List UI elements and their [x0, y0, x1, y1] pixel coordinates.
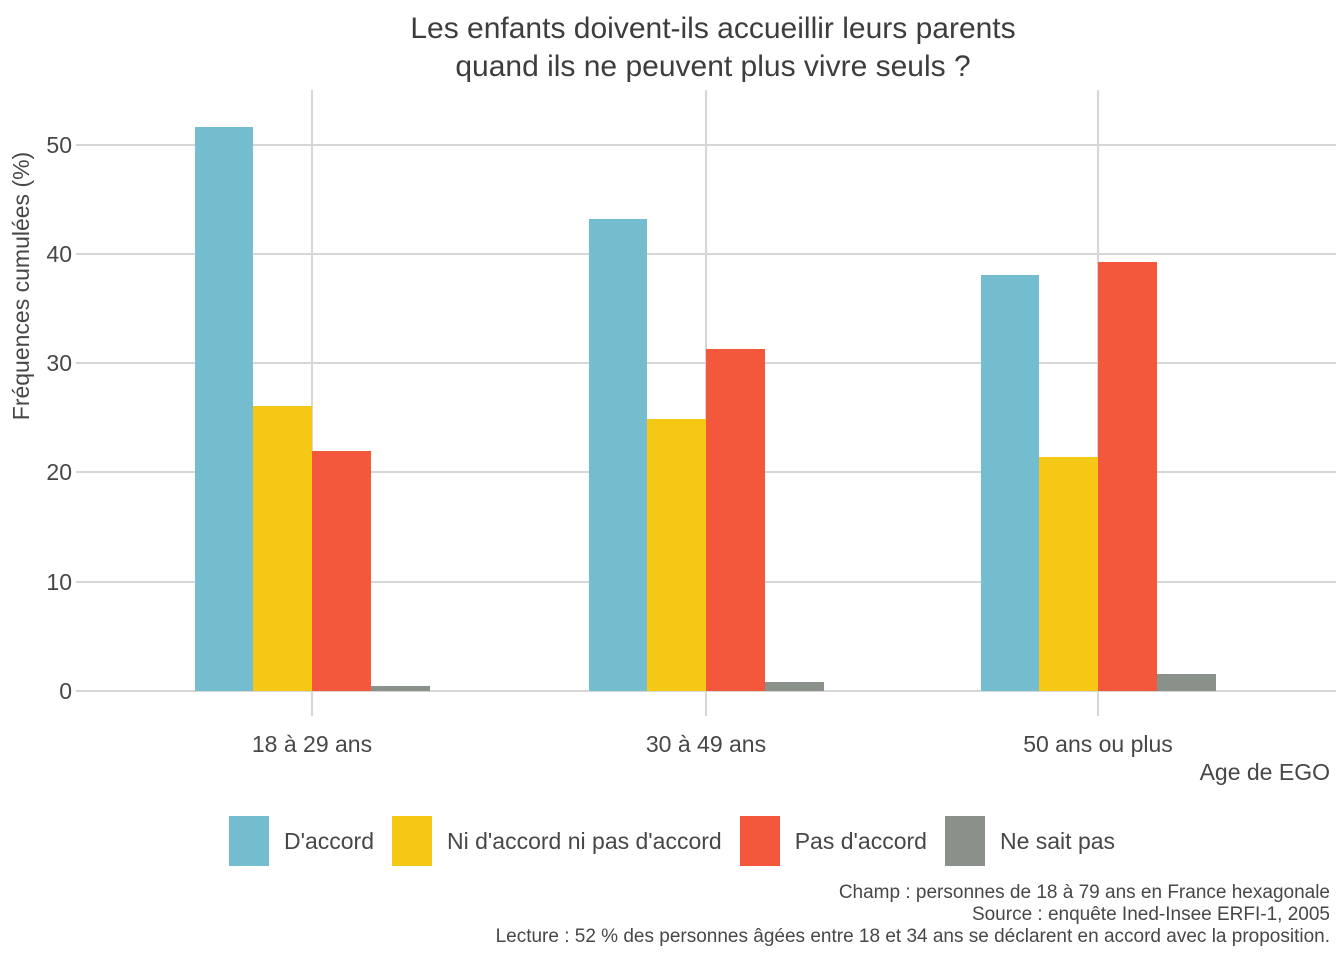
bar-ni-d-accord-ni-pas-d-accord-group-1: [647, 418, 706, 691]
bar-ni-d-accord-ni-pas-d-accord-group-0: [253, 405, 312, 691]
x-tick-mark-1: [705, 691, 707, 716]
footnote-source: Source : enquête Ined-Insee ERFI-1, 2005: [971, 904, 1330, 925]
y-axis-label: Fréquences cumulées (%): [8, 151, 34, 421]
x-tick-label-1: 30 à 49 ans: [645, 731, 767, 757]
bar-ne-sait-pas-group-2: [1156, 673, 1216, 691]
x-tick-mark-2: [1097, 691, 1099, 716]
legend-item-d-accord: D'accord: [228, 816, 375, 866]
chart-title: Les enfants doivent-ils accueillir leurs…: [410, 12, 1016, 83]
y-tick-mark-50: [76, 143, 90, 146]
y-tick-label-40: 40: [46, 240, 72, 267]
x-tick-mark-0: [311, 691, 313, 716]
footnote-lecture: Lecture : 52 % des personnes âgées entre…: [495, 926, 1330, 947]
gridline-y-40: [90, 252, 1336, 255]
legend-item-ni-d-accord-ni-pas-d-accord: Ni d'accord ni pas d'accord: [392, 816, 722, 866]
legend-item-pas-d-accord: Pas d'accord: [739, 816, 927, 866]
y-tick-mark-20: [76, 471, 90, 474]
gridline-x-0: [311, 90, 313, 691]
y-tick-label-10: 10: [46, 568, 72, 595]
bar-pas-d-accord-group-0: [312, 450, 371, 691]
bar-d-accord-group-0: [194, 127, 254, 691]
legend: D'accord Ni d'accord ni pas d'accord Pas d…: [0, 816, 1344, 866]
bar-pas-d-accord-group-1: [706, 348, 765, 691]
bar-ne-sait-pas-group-0: [370, 685, 430, 691]
y-tick-label-30: 30: [46, 350, 72, 377]
plot-area: [90, 90, 1336, 692]
y-tick-mark-40: [76, 252, 90, 255]
legend-swatch: [392, 816, 433, 866]
bar-d-accord-group-1: [588, 218, 648, 691]
gridline-y-0: [90, 690, 1336, 692]
y-tick-label-20: 20: [46, 459, 72, 486]
legend-label: Ni d'accord ni pas d'accord: [447, 827, 722, 854]
y-tick-label-0: 0: [59, 678, 72, 704]
bar-ni-d-accord-ni-pas-d-accord-group-2: [1039, 457, 1098, 691]
y-tick-mark-30: [76, 362, 90, 365]
y-tick-mark-0: [76, 690, 90, 692]
x-tick-label-2: 50 ans ou plus: [1023, 731, 1173, 757]
legend-item-ne-sait-pas: Ne sait pas: [944, 816, 1116, 866]
bar-pas-d-accord-group-2: [1098, 261, 1157, 691]
legend-swatch: [944, 816, 985, 866]
footnote-champ: Champ : personnes de 18 à 79 ans en Fran…: [838, 882, 1330, 903]
legend-label: Ne sait pas: [999, 827, 1116, 854]
legend-swatch: [228, 816, 269, 866]
x-axis-title: Age de EGO: [1199, 759, 1330, 785]
legend-swatch: [739, 816, 780, 866]
gridline-y-50: [90, 143, 1336, 146]
y-tick-label-50: 50: [46, 131, 72, 158]
y-tick-mark-10: [76, 580, 90, 583]
bar-ne-sait-pas-group-1: [764, 682, 824, 691]
footnotes: Champ : personnes de 18 à 79 ans en Fran…: [230, 882, 1330, 948]
legend-label: D'accord: [283, 827, 375, 854]
legend-label: Pas d'accord: [794, 827, 927, 854]
bar-d-accord-group-2: [980, 274, 1040, 691]
x-tick-label-0: 18 à 29 ans: [251, 731, 373, 757]
